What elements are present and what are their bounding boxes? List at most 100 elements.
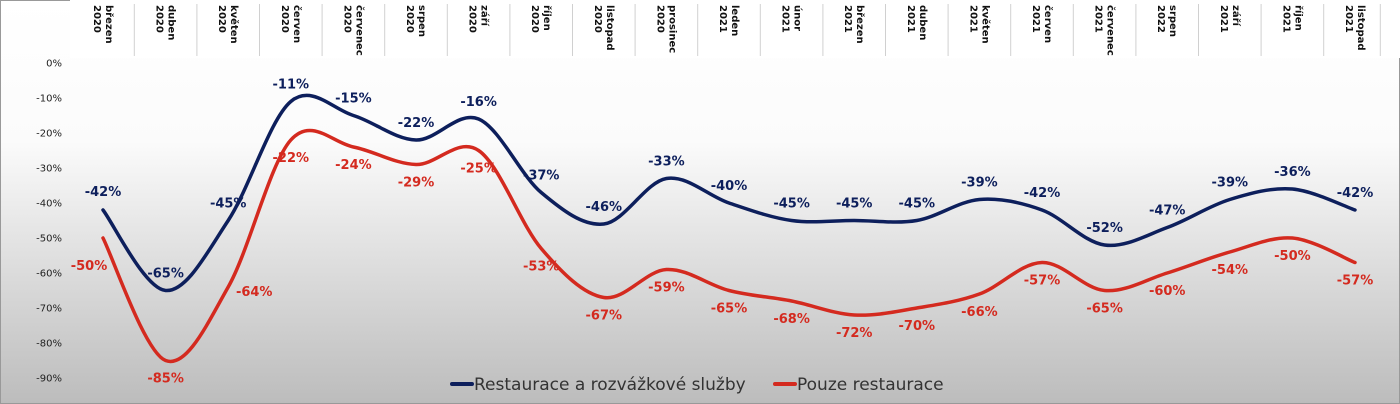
x-tick-text: 2020: [467, 5, 478, 33]
y-tick-label: -90%: [36, 374, 62, 385]
x-tick-text: 2021: [780, 5, 791, 33]
data-label: -45%: [773, 197, 810, 212]
x-tick-text: 2022: [1155, 5, 1166, 33]
x-tick-text: 2020: [654, 5, 665, 33]
data-label: -65%: [1086, 302, 1123, 317]
y-tick-label: 0%: [46, 59, 62, 70]
y-tick-label: -60%: [36, 269, 62, 280]
x-tick-text: červenec: [1105, 5, 1117, 56]
x-axis-header-band: [70, 0, 1400, 58]
x-tick-text: květen: [228, 5, 240, 44]
data-label: -65%: [147, 267, 184, 282]
x-tick-text: září: [479, 5, 491, 27]
data-label: -57%: [1024, 274, 1061, 289]
data-label: -53%: [523, 260, 560, 275]
legend-item-pouze-restaurace: Pouze restaurace: [773, 375, 944, 395]
series-lines: [101, 93, 1357, 364]
data-label: -72%: [836, 326, 873, 341]
x-tick-text: květen: [979, 5, 991, 44]
data-label: -85%: [147, 372, 184, 387]
data-label: -52%: [1086, 221, 1123, 236]
data-label: -47%: [1149, 204, 1186, 219]
x-tick-text: 2021: [1030, 5, 1041, 33]
header-band-bg: [70, 0, 1400, 58]
x-tick-text: 2021: [905, 5, 916, 33]
data-label: -54%: [1212, 263, 1249, 278]
y-tick-label: -10%: [36, 94, 62, 105]
x-tick-text: únor: [792, 5, 804, 31]
data-label: -50%: [71, 259, 108, 274]
x-tick-text: srpen: [1167, 5, 1178, 37]
data-label: -64%: [236, 285, 273, 300]
legend-label: Restaurace a rozvážkové služby: [474, 375, 746, 395]
x-tick-text: duben: [917, 5, 928, 40]
data-label: -39%: [961, 176, 998, 191]
data-label: -67%: [586, 309, 623, 324]
data-label: -45%: [836, 197, 873, 212]
x-tick-text: 2021: [1343, 5, 1354, 33]
data-label: -40%: [711, 179, 748, 194]
data-label: -33%: [648, 155, 685, 170]
data-label: -16%: [460, 95, 497, 110]
y-tick-label: -80%: [36, 339, 62, 350]
data-label: -50%: [1274, 249, 1311, 264]
data-label: -36%: [1274, 165, 1311, 180]
data-label: -29%: [398, 176, 435, 191]
data-label: -22%: [273, 151, 310, 166]
data-label: -37%: [523, 169, 560, 184]
x-tick-text: 2021: [842, 5, 853, 33]
x-tick-text: 2021: [967, 5, 978, 33]
x-tick-text: duben: [166, 5, 177, 40]
x-tick-text: 2020: [279, 5, 290, 33]
x-tick-text: červen: [291, 5, 303, 43]
legend-label: Pouze restaurace: [797, 375, 944, 395]
x-tick-text: 2020: [341, 5, 352, 33]
x-tick-text: 2020: [592, 5, 603, 33]
x-tick-text: listopad: [604, 5, 615, 51]
legend: Restaurace a rozvážkové služby Pouze rest…: [450, 375, 944, 395]
data-label: -11%: [273, 78, 310, 93]
data-label: -70%: [899, 319, 936, 334]
data-label: -65%: [711, 302, 748, 317]
data-label: -25%: [460, 162, 497, 177]
y-tick-label: -70%: [36, 304, 62, 315]
x-tick-text: 2020: [154, 5, 165, 33]
x-tick-text: 2020: [216, 5, 227, 33]
data-label: -22%: [398, 116, 435, 131]
x-tick-text: 2021: [1093, 5, 1104, 33]
data-labels: -42% -65% -45% -11% -15% -22% -16% -37% -46% -33%…: [71, 78, 1374, 387]
x-tick-text: říjen: [1292, 5, 1304, 31]
x-tick-text: červen: [1042, 5, 1054, 43]
y-axis: 0% -10% -20% -30% -40% -50% -60% -70% -80% -90%: [36, 59, 62, 385]
data-label: -68%: [773, 312, 810, 327]
data-label: -42%: [1024, 186, 1061, 201]
y-tick-label: -50%: [36, 234, 62, 245]
y-tick-label: -30%: [36, 164, 62, 175]
data-label: -45%: [899, 197, 936, 212]
data-label: -45%: [210, 197, 247, 212]
data-label: -42%: [1337, 186, 1374, 201]
x-tick-text: 2021: [1218, 5, 1229, 33]
